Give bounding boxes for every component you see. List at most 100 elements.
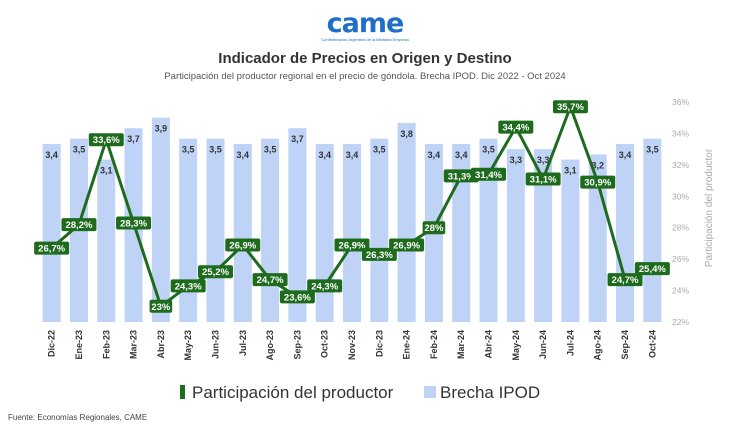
came-logo: came Confederación Argentina de la Media… <box>0 8 730 42</box>
bar <box>479 138 498 322</box>
point-label-box <box>252 273 288 287</box>
x-tick-label: Mar-23 <box>129 330 139 359</box>
x-tick-label: Abr-23 <box>156 330 166 359</box>
point-value-label: 28,2% <box>65 220 92 231</box>
bar <box>370 138 389 322</box>
y-tick-label: 36% <box>672 97 689 107</box>
bar-value-label: 3,4 <box>237 150 250 160</box>
point-label-box <box>471 167 507 181</box>
bar-value-label: 3,5 <box>646 145 659 155</box>
bar-value-label: 3,4 <box>619 150 632 160</box>
x-tick-label: Sep-24 <box>620 330 630 360</box>
x-tick-label: May-24 <box>511 330 521 361</box>
point-label-box <box>389 238 425 252</box>
point-label-box <box>607 273 643 287</box>
bar-value-label: 3,8 <box>400 129 413 139</box>
point-labels-layer: 26,7%28,2%33,6%28,3%23%24,3%25,2%26,9%24… <box>34 100 670 313</box>
x-tick-label: Feb-24 <box>429 330 439 359</box>
bar-value-label: 3,4 <box>346 150 359 160</box>
bar-value-label: 3,7 <box>127 134 140 144</box>
bar <box>233 143 252 322</box>
bar-value-label: 3,7 <box>291 134 304 144</box>
point-value-label: 30,9% <box>584 178 611 189</box>
point-value-label: 26,3% <box>366 250 393 261</box>
bar <box>42 143 61 322</box>
point-value-label: 25,2% <box>202 267 229 278</box>
x-tick-label: Jun-24 <box>538 330 548 359</box>
bar-value-label: 3,4 <box>45 150 58 160</box>
chart-subtitle: Participación del productor regional en … <box>164 71 566 82</box>
point-label-box <box>525 172 561 186</box>
x-tick-label: Ago-23 <box>265 330 275 361</box>
bar-value-label: 3,5 <box>209 145 222 155</box>
x-tick-label: Ene-23 <box>74 330 84 360</box>
point-value-label: 34,4% <box>502 123 529 134</box>
bar <box>151 117 170 322</box>
bar <box>534 149 553 322</box>
y-tick-label: 28% <box>672 223 689 233</box>
x-tick-label: Sep-23 <box>292 330 302 360</box>
x-tick-label: Dic-23 <box>374 330 384 357</box>
bar-value-label: 3,5 <box>482 145 495 155</box>
legend-bar-marker <box>424 386 436 398</box>
point-label-box <box>34 241 70 255</box>
point-label-box <box>361 247 397 261</box>
y-axis-label: Participación del productor <box>704 148 715 267</box>
point-value-label: 26,9% <box>393 241 420 252</box>
x-tick-label: Oct-24 <box>647 330 657 358</box>
y-tick-label: 22% <box>672 317 689 327</box>
point-label-box <box>116 216 152 230</box>
point-label-box <box>170 279 206 293</box>
point-label-box <box>197 265 233 279</box>
point-value-label: 24,7% <box>257 275 284 286</box>
point-value-label: 28% <box>424 223 444 234</box>
point-value-label: 26,7% <box>38 244 65 255</box>
bar <box>397 122 416 322</box>
point-label-box <box>580 175 616 189</box>
bar-value-label: 3,4 <box>318 150 331 160</box>
point-label-box <box>307 279 343 293</box>
bar <box>206 138 225 322</box>
bar-value-label: 3,5 <box>182 145 195 155</box>
bar-labels-layer: 3,4 3,5 3,1 3,7 3,9 3,5 3,5 3,4 3,5 3,7 3,4 3,4 3,5 3… <box>45 124 658 176</box>
logo-text: came <box>326 8 405 39</box>
legend-label: Participación del productor <box>192 383 394 402</box>
y-tick-label: 24% <box>672 286 689 296</box>
point-value-label: 31,3% <box>448 171 475 182</box>
chart-title: Indicador de Precios en Origen y Destino <box>218 50 512 67</box>
bar-value-label: 3,1 <box>100 166 113 176</box>
point-value-label: 24,3% <box>175 281 202 292</box>
bar <box>261 138 280 322</box>
point-value-label: 23,6% <box>284 292 311 303</box>
bar <box>452 143 471 322</box>
point-label-box <box>634 262 670 276</box>
bar <box>315 143 334 322</box>
bar <box>343 143 361 322</box>
bars-layer <box>42 117 662 322</box>
legend: Participación del productor Brecha IPOD <box>180 383 540 402</box>
x-tick-label: Feb-23 <box>101 330 111 359</box>
y-tick-label: 26% <box>672 254 689 264</box>
x-tick-label: Ago-24 <box>593 330 603 361</box>
bar-value-label: 3,5 <box>373 145 386 155</box>
bar-value-label: 3,3 <box>510 155 523 165</box>
point-label-box <box>552 100 588 114</box>
point-value-label: 23% <box>151 302 171 313</box>
point-label-box <box>422 221 446 235</box>
y-tick-label: 30% <box>672 191 689 201</box>
point-label-box <box>443 169 479 183</box>
x-tick-label: Ene-24 <box>402 330 412 360</box>
point-label-box <box>149 299 173 313</box>
bar-value-label: 3,2 <box>591 160 604 170</box>
x-tick-label: Abr-24 <box>484 330 494 359</box>
x-tick-label: Dic-22 <box>47 330 57 357</box>
point-label-box <box>334 238 370 252</box>
bar <box>288 128 307 322</box>
bar <box>643 138 662 322</box>
x-tick-label: May-23 <box>183 330 193 361</box>
point-label-box <box>279 290 315 304</box>
bar <box>506 149 525 322</box>
x-tick-label: Mar-24 <box>456 330 466 359</box>
bar-value-label: 3,1 <box>564 166 577 176</box>
